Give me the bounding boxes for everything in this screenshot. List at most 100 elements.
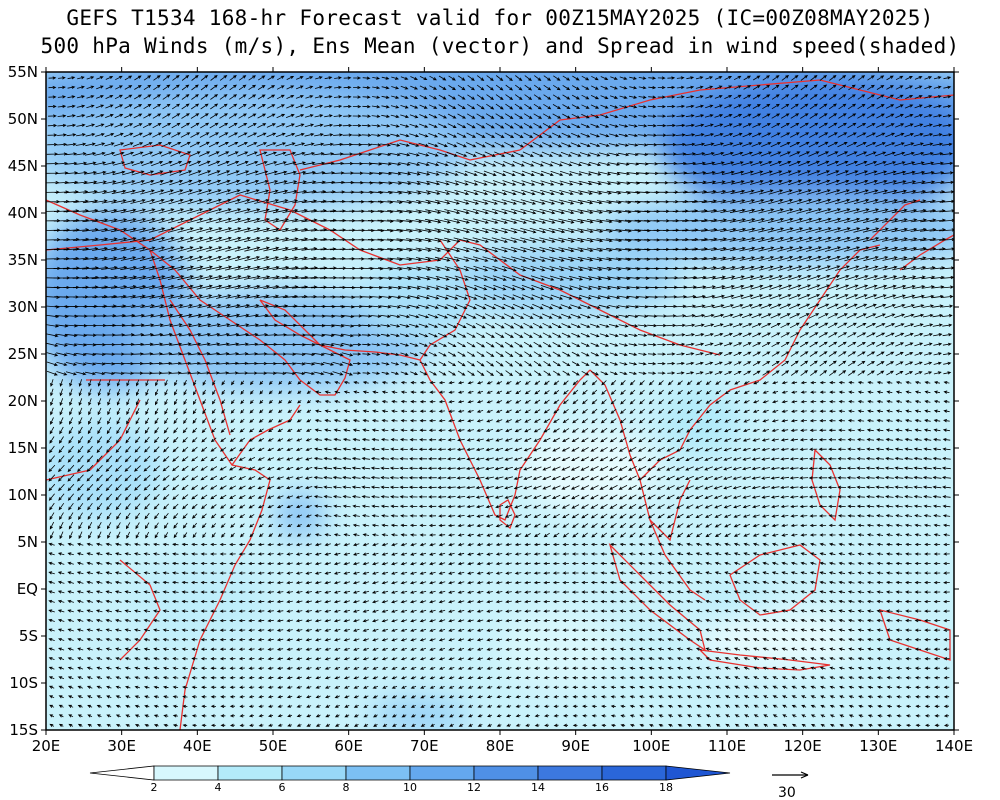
wind-arrow	[636, 162, 649, 166]
wind-arrow	[152, 132, 162, 138]
wind-arrow	[638, 105, 647, 109]
wind-arrow	[238, 75, 247, 81]
wind-arrow	[92, 256, 108, 261]
wind-arrow	[199, 141, 210, 148]
wind-arrow	[149, 217, 166, 224]
wind-arrow	[409, 323, 420, 328]
wind-arrow	[857, 103, 866, 110]
wind-arrow	[406, 219, 423, 224]
wind-arrow	[161, 132, 172, 138]
wind-arrow	[360, 304, 373, 309]
wind-arrow	[419, 114, 428, 119]
wind-arrow	[810, 74, 818, 81]
wind-arrow	[721, 285, 736, 290]
wind-arrow	[818, 313, 829, 319]
wind-arrow	[895, 104, 904, 109]
wind-arrow	[453, 237, 470, 243]
wind-arrow	[295, 123, 305, 128]
wind-arrow	[587, 247, 604, 252]
wind-arrow	[742, 113, 752, 119]
wind-arrow	[206, 208, 223, 214]
wind-arrow	[883, 294, 897, 299]
wind-arrow	[323, 133, 334, 137]
wind-arrow	[551, 323, 562, 328]
wind-arrow	[542, 322, 553, 329]
wind-arrow	[749, 180, 764, 185]
wind-arrow	[761, 132, 772, 138]
wind-arrow	[665, 314, 677, 318]
wind-arrow	[425, 199, 441, 205]
wind-arrow	[492, 256, 508, 262]
wind-arrow	[267, 75, 275, 81]
wind-arrow	[191, 74, 199, 81]
wind-arrow	[486, 103, 495, 110]
wind-arrow	[561, 142, 572, 148]
wind-arrow	[162, 103, 171, 110]
wind-arrow	[675, 152, 687, 156]
wind-arrow	[444, 266, 460, 272]
wind-arrow	[539, 199, 556, 205]
wind-arrow	[482, 265, 498, 272]
wind-arrow	[111, 199, 127, 204]
wind-arrow	[808, 322, 819, 329]
wind-arrow	[913, 313, 925, 318]
wind-arrow	[226, 313, 241, 318]
wind-arrow	[295, 95, 304, 99]
wind-arrow	[253, 227, 271, 233]
wind-arrow	[686, 95, 695, 99]
wind-arrow	[786, 217, 804, 224]
wind-arrow	[101, 256, 118, 261]
wind-arrow	[942, 123, 952, 128]
wind-arrow	[415, 238, 432, 243]
wind-arrow	[103, 170, 116, 175]
wind-arrow	[197, 303, 212, 309]
wind-arrow	[720, 218, 737, 223]
wind-arrow	[304, 114, 314, 118]
wind-arrow	[577, 247, 594, 252]
wind-arrow	[314, 114, 324, 118]
wind-arrow	[238, 94, 247, 100]
wind-arrow	[503, 303, 516, 310]
wind-arrow	[93, 161, 107, 166]
wind-arrow	[531, 284, 545, 291]
wind-arrow	[225, 208, 242, 214]
wind-arrow	[85, 133, 96, 137]
wind-arrow	[733, 104, 742, 109]
wind-arrow	[610, 85, 618, 90]
wind-arrow	[159, 313, 174, 318]
wind-arrow	[578, 266, 594, 271]
wind-arrow	[543, 84, 552, 91]
wind-arrow	[627, 152, 639, 157]
wind-arrow	[796, 217, 813, 224]
wind-arrow	[406, 238, 423, 243]
wind-arrow	[170, 151, 182, 157]
wind-arrow	[428, 133, 439, 138]
wind-arrow	[486, 94, 495, 101]
wind-arrow	[531, 161, 544, 167]
wind-arrow	[884, 304, 896, 309]
wind-arrow	[529, 246, 546, 253]
wind-arrow	[828, 322, 838, 329]
wind-arrow	[416, 276, 431, 281]
wind-arrow	[114, 113, 124, 119]
wind-arrow	[922, 161, 935, 166]
wind-arrow	[685, 114, 695, 118]
wind-arrow	[187, 208, 204, 214]
wind-arrow	[110, 237, 128, 242]
wind-arrow	[429, 94, 438, 100]
wind-arrow	[187, 294, 203, 299]
wind-arrow	[824, 217, 842, 224]
wind-arrow	[464, 170, 478, 176]
wind-arrow	[391, 76, 399, 80]
wind-arrow	[305, 76, 314, 80]
wind-arrow	[342, 123, 353, 128]
wind-arrow	[522, 294, 535, 300]
wind-arrow	[910, 227, 928, 232]
wind-arrow	[863, 246, 880, 252]
wind-arrow	[181, 84, 190, 91]
wind-arrow	[739, 227, 756, 233]
wind-arrow	[191, 94, 199, 100]
wind-arrow	[225, 275, 242, 280]
wind-arrow	[637, 324, 648, 328]
wind-arrow	[694, 323, 705, 327]
